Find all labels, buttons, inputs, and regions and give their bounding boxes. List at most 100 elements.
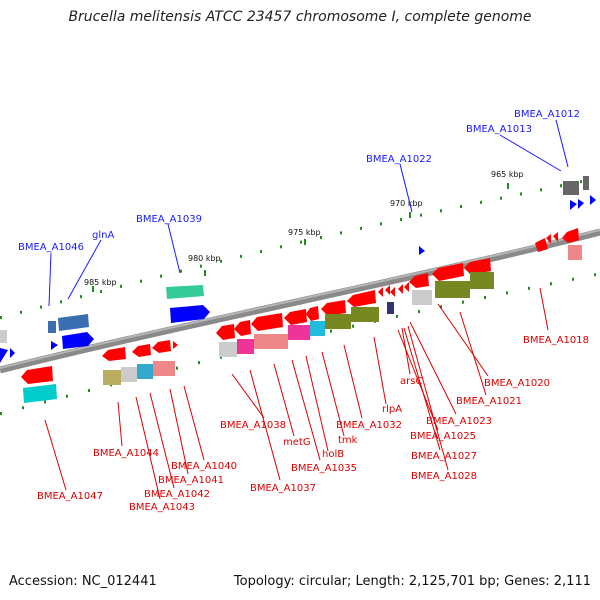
gene-small-reverse-b[interactable]	[385, 285, 390, 295]
label-bmea-a1028[interactable]: BMEA_A1028	[411, 471, 477, 482]
gene-bmea-a1046-feature[interactable]	[48, 321, 56, 333]
gene-metg-feature[interactable]	[288, 325, 310, 340]
gene-left-edge-cds-2[interactable]	[10, 348, 15, 358]
guide-dot	[240, 254, 242, 258]
gene-bmea-a1037-feature-b[interactable]	[254, 334, 288, 349]
label-bmea-a1038[interactable]: BMEA_A1038	[220, 420, 286, 431]
label-bmea-a1018[interactable]: BMEA_A1018	[523, 335, 589, 346]
gene-arsc-cds-a[interactable]	[398, 284, 403, 294]
label-bmea-a1039[interactable]: BMEA_A1039	[136, 214, 202, 225]
tick-label-980: 980 kbp	[188, 254, 221, 263]
gene-metg-cds[interactable]	[284, 309, 307, 325]
guide-dot	[200, 264, 202, 268]
label-glna[interactable]: glnA	[92, 230, 114, 241]
gene-glna-cds[interactable]	[62, 332, 94, 349]
gene-edge-cds[interactable]	[590, 195, 596, 205]
label-bmea-a1027[interactable]: BMEA_A1027	[411, 451, 477, 462]
gene-bmea-a1021-feature[interactable]	[412, 290, 432, 305]
gene-bmea-a1041-feature[interactable]	[153, 361, 175, 376]
label-bmea-a1021[interactable]: BMEA_A1021	[456, 396, 522, 407]
label-metg[interactable]: metG	[283, 437, 311, 448]
gene-bmea-a1018-cds-c[interactable]	[553, 232, 558, 242]
gene-rlpa-cds[interactable]	[390, 287, 395, 297]
gene-bmea-a1018-cds-d[interactable]	[562, 228, 579, 243]
gene-arsc-cds-b[interactable]	[404, 282, 409, 292]
gene-bmea-a1020-feature[interactable]	[435, 281, 470, 298]
tick-label-970: 970 kbp	[390, 199, 423, 208]
gene-bmea-a1021-cds[interactable]	[409, 273, 429, 288]
gene-bmea-a1013-cds[interactable]	[570, 200, 577, 210]
gene-bmea-a1047-feature[interactable]	[23, 384, 57, 403]
label-bmea-a1041[interactable]: BMEA_A1041	[158, 475, 224, 486]
guide-dot	[420, 213, 422, 217]
gene-tmk-cds[interactable]	[321, 300, 346, 316]
label-bmea-a1044[interactable]: BMEA_A1044	[93, 448, 159, 459]
label-tmk[interactable]: tmk	[338, 435, 358, 446]
gene-bmea-a1032-feature[interactable]	[351, 307, 379, 322]
gene-bmea-a1037-feature-a[interactable]	[237, 339, 254, 354]
guide-dot	[20, 310, 22, 314]
guide-dot	[440, 305, 442, 309]
gene-left-edge-feature[interactable]	[0, 330, 7, 343]
label-bmea-a1023[interactable]: BMEA_A1023	[426, 416, 492, 427]
gene-bmea-a1020b-feature[interactable]	[470, 272, 494, 289]
gene-bmea-a1039-feature[interactable]	[166, 285, 204, 299]
label-bmea-a1022[interactable]: BMEA_A1022	[366, 154, 432, 165]
gene-holb-feature[interactable]	[310, 321, 325, 336]
gene-bmea-a1038b-cds[interactable]	[234, 320, 251, 336]
gene-bmea-a1020b-cds[interactable]	[464, 258, 491, 275]
gene-bmea-a1038-feature[interactable]	[219, 342, 237, 357]
gene-bmea-a1013-feature[interactable]	[563, 181, 579, 195]
gene-glna-feature[interactable]	[58, 314, 89, 331]
gene-left-edge-cds[interactable]	[0, 348, 8, 363]
gene-bmea-a1037-cds[interactable]	[251, 313, 283, 331]
label-bmea-a1020[interactable]: BMEA_A1020	[484, 378, 550, 389]
label-bmea-a1035[interactable]: BMEA_A1035	[291, 463, 357, 474]
label-bmea-a1025[interactable]: BMEA_A1025	[410, 431, 476, 442]
label-rlpa[interactable]: rlpA	[382, 404, 402, 415]
guide-dot	[520, 192, 522, 196]
label-bmea-a1046[interactable]: BMEA_A1046	[18, 242, 84, 253]
guide-dot	[40, 305, 42, 309]
gene-bmea-a1046-cds[interactable]	[51, 341, 58, 350]
gene-bmea-a1044-cds[interactable]	[102, 347, 126, 361]
gene-tmk-feature[interactable]	[325, 314, 351, 329]
guide-dot	[100, 289, 102, 293]
label-bmea-a1047[interactable]: BMEA_A1047	[37, 491, 103, 502]
gene-bmea-a1022-cds[interactable]	[419, 246, 425, 255]
gene-bmea-a1018-cds-a[interactable]	[535, 238, 548, 252]
gene-bmea-a1020-cds[interactable]	[432, 263, 464, 281]
gene-bmea-a1038-cds[interactable]	[216, 324, 235, 340]
gene-bmea-a1018-feature[interactable]	[568, 245, 582, 260]
guide-dot	[220, 355, 222, 359]
tick-label-965: 965 kbp	[491, 170, 524, 179]
gene-small-reverse-a[interactable]	[378, 287, 383, 297]
gene-bmea-a1043-feature[interactable]	[121, 367, 137, 382]
gene-bmea-a1018-cds-b[interactable]	[546, 234, 551, 244]
label-bmea-a1042[interactable]: BMEA_A1042	[144, 489, 210, 500]
gene-bmea-a1032-cds[interactable]	[347, 290, 376, 307]
guide-dot	[340, 231, 342, 235]
gene-bmea-a1012-feature[interactable]	[583, 176, 589, 190]
tick-label-975: 975 kbp	[288, 228, 321, 237]
label-arsc[interactable]: arsC	[400, 376, 422, 387]
gene-bmea-a1041-cds[interactable]	[152, 340, 171, 353]
label-holb[interactable]: holB	[322, 449, 344, 460]
label-bmea-a1043[interactable]: BMEA_A1043	[129, 502, 195, 513]
gene-bmea-a1042-feature[interactable]	[137, 364, 153, 379]
gene-bmea-a1047-cds[interactable]	[21, 366, 53, 384]
forward-labels: BMEA_A1012 BMEA_A1013 BMEA_A1022 BMEA_A1…	[18, 109, 580, 253]
label-bmea-a1013[interactable]: BMEA_A1013	[466, 124, 532, 135]
gene-holb-cds[interactable]	[306, 306, 319, 321]
gene-bmea-a1044-feature[interactable]	[103, 370, 121, 385]
guide-dot	[330, 329, 332, 333]
gene-bmea-a1012-cds[interactable]	[578, 199, 584, 209]
gene-bmea-a1040-cds[interactable]	[173, 341, 178, 349]
gene-bmea-a1039-cds[interactable]	[170, 305, 210, 323]
gene-bmea-a1043-cds[interactable]	[132, 344, 151, 357]
label-bmea-a1040[interactable]: BMEA_A1040	[171, 461, 237, 472]
label-bmea-a1037[interactable]: BMEA_A1037	[250, 483, 316, 494]
label-bmea-a1032[interactable]: BMEA_A1032	[336, 420, 402, 431]
gene-rlpa-feature[interactable]	[387, 302, 394, 314]
label-bmea-a1012[interactable]: BMEA_A1012	[514, 109, 580, 120]
